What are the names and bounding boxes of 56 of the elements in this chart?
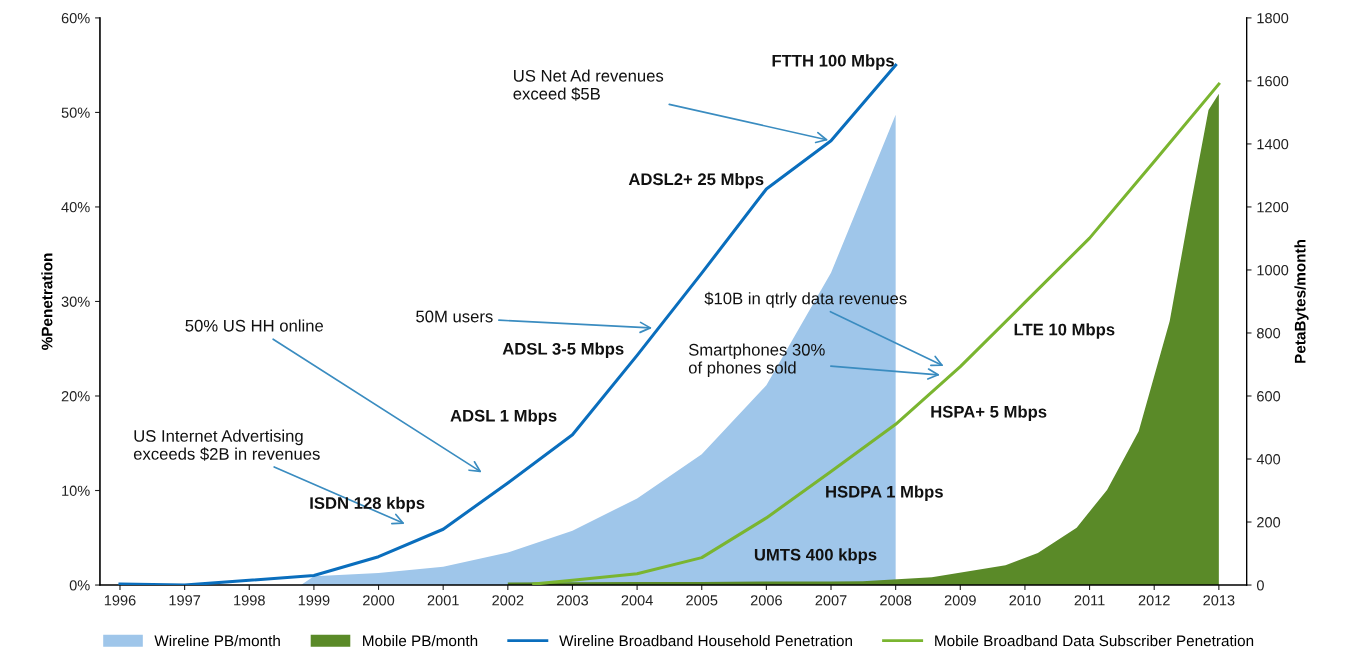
y2-tick-label: 1800 xyxy=(1257,13,1289,24)
annotation: 50M users xyxy=(416,310,493,323)
annotation: ADSL 3-5 Mbps xyxy=(502,342,624,359)
annotation: ADSL 1 Mbps xyxy=(450,409,557,425)
x-tick-label: 2001 xyxy=(427,595,459,606)
y2-tick-label: 1200 xyxy=(1257,202,1289,213)
x-tick-label: 2013 xyxy=(1203,595,1235,606)
y2-axis-title: PetaBytes/month xyxy=(1294,240,1309,363)
y-tick-label: 0% xyxy=(69,580,90,591)
annotation: US Internet Advertising exceeds $2B in revenues xyxy=(133,429,320,461)
y2-tick-label: 0 xyxy=(1256,580,1264,591)
y-tick-label: 30% xyxy=(61,296,90,307)
annotation: ADSL2+ 25 Mbps xyxy=(628,172,764,189)
x-tick-label: 2008 xyxy=(880,595,912,606)
annotation: HSDPA 1 Mbps xyxy=(826,485,943,501)
y-tick-label: 10% xyxy=(62,485,90,496)
y2-tick-label: 1400 xyxy=(1257,139,1289,150)
annotation: $10B in qtrly data revenues xyxy=(704,291,907,308)
y-tick-label: 20% xyxy=(61,391,90,402)
annotation: LTE 10 Mbps xyxy=(1014,323,1115,339)
x-tick-label: 2003 xyxy=(556,595,589,606)
x-tick-label: 2006 xyxy=(750,595,782,606)
x-tick-label: 1999 xyxy=(298,595,330,606)
x-tick-label: 2007 xyxy=(815,595,847,606)
y2-tick-label: 1000 xyxy=(1257,265,1289,276)
annotation: ISDN 128 kbps xyxy=(310,496,425,513)
annotation: FTTH 100 Mbps xyxy=(772,54,894,70)
x-tick-label: 2011 xyxy=(1074,595,1105,606)
y2-tick-label: 600 xyxy=(1257,391,1281,402)
x-tick-label: 2005 xyxy=(686,595,718,606)
annotation: HSPA+ 5 Mbps xyxy=(931,405,1047,421)
x-tick-label: 2009 xyxy=(944,595,976,606)
y-tick-label: 40% xyxy=(61,202,90,213)
x-tick-label: 2002 xyxy=(492,595,524,606)
legend-label: Mobile PB/month xyxy=(363,635,478,647)
annotation: US Net Ad revenues exceed $5B xyxy=(513,69,664,101)
y-tick-label: 50% xyxy=(61,107,90,118)
y-tick-label: 60% xyxy=(61,13,90,24)
x-tick-label: 1998 xyxy=(234,595,265,606)
x-tick-label: 2012 xyxy=(1138,595,1170,606)
x-tick-label: 1997 xyxy=(169,595,201,606)
y-axis-title: %Penetration xyxy=(41,253,53,350)
x-tick-label: 2004 xyxy=(621,595,653,606)
x-tick-label: 2000 xyxy=(363,595,395,606)
y2-tick-label: 200 xyxy=(1257,517,1281,528)
annotation: 50% US HH online xyxy=(185,319,324,332)
annotation: UMTS 400 kbps xyxy=(754,548,877,564)
y2-tick-label: 800 xyxy=(1257,328,1281,339)
y2-tick-label: 400 xyxy=(1256,454,1281,465)
x-tick-label: 1996 xyxy=(104,595,136,606)
legend-label: Mobile Broadband Data Subscriber Penetration xyxy=(935,635,1254,647)
annotation: Smartphones 30% of phones sold xyxy=(688,343,825,377)
legend-label: Wireline PB/month xyxy=(154,635,280,647)
y2-tick-label: 1600 xyxy=(1257,76,1289,87)
legend-label: Wireline Broadband Household Penetration xyxy=(559,635,852,647)
x-tick-label: 2010 xyxy=(1009,595,1041,606)
